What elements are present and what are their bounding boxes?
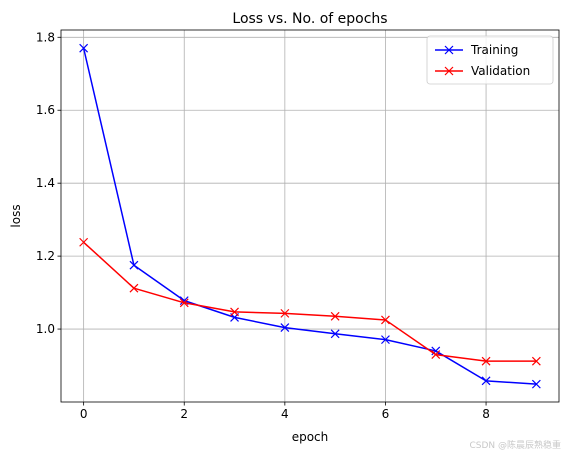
legend-item-validation: Validation (435, 64, 530, 78)
axis-ticks: 0 2 4 6 8 1.0 1.2 1.4 1.6 1.8 (36, 30, 490, 421)
validation-point (330, 311, 340, 321)
validation-point (431, 350, 441, 360)
training-line (82, 48, 537, 385)
training-point (381, 335, 390, 345)
chart-title: Loss vs. No. of epochs (232, 11, 387, 27)
y-axis-label: loss (9, 204, 23, 227)
training-point (481, 376, 491, 386)
marker-stroke (230, 307, 239, 317)
watermark-text: CSDN @陈晨辰熟稳重 (469, 441, 561, 451)
y-tick-label: 1.8 (36, 30, 55, 44)
marker-stroke (129, 260, 139, 270)
training-point (531, 379, 541, 389)
marker-stroke (381, 315, 390, 325)
validation-series (79, 237, 541, 366)
training-point (330, 329, 340, 339)
validation-point (531, 356, 541, 366)
marker-stroke (280, 308, 290, 318)
training-point (280, 323, 290, 333)
legend-label: Validation (471, 64, 530, 78)
legend-box (426, 35, 554, 85)
legend-item-training: Training (435, 43, 518, 57)
validation-point (481, 356, 491, 366)
x-tick-label: 2 (180, 407, 188, 421)
marker-stroke (179, 296, 189, 306)
y-tick-label: 1.6 (36, 103, 55, 117)
validation-point (179, 298, 189, 308)
marker-stroke (330, 311, 340, 321)
plot-frame (60, 29, 560, 403)
y-tick-label: 1.0 (36, 322, 55, 336)
x-axis-label: epoch (292, 430, 329, 444)
validation-point (230, 307, 239, 317)
x-tick-label: 0 (80, 407, 88, 421)
training-point (129, 260, 139, 270)
marker-stroke (129, 283, 139, 293)
marker-stroke (444, 45, 454, 55)
validation-point (79, 237, 89, 247)
legend-marker (444, 45, 454, 55)
marker-stroke (444, 66, 454, 76)
marker-stroke (79, 237, 89, 247)
marker-stroke (381, 335, 390, 345)
y-tick-label: 1.2 (36, 249, 55, 263)
validation-point (381, 315, 390, 325)
legend-marker (444, 66, 454, 76)
x-tick-label: 6 (382, 407, 390, 421)
marker-stroke (481, 376, 491, 386)
marker-stroke (481, 356, 491, 366)
legend: Training Validation (426, 35, 554, 85)
validation-point (129, 283, 139, 293)
x-tick-label: 4 (281, 407, 289, 421)
legend-label: Training (470, 43, 518, 57)
series-layer (79, 43, 541, 389)
validation-point (280, 308, 290, 318)
training-series (79, 43, 541, 389)
validation-line (83, 241, 537, 362)
training-point (79, 43, 89, 53)
marker-stroke (531, 356, 541, 366)
marker-stroke (431, 350, 441, 360)
marker-stroke (531, 379, 541, 389)
grid-lines (61, 30, 559, 402)
marker-stroke (280, 323, 290, 333)
x-tick-label: 8 (482, 407, 490, 421)
marker-stroke (179, 298, 189, 308)
y-tick-label: 1.4 (36, 176, 55, 190)
marker-stroke (79, 43, 89, 53)
marker-stroke (330, 329, 340, 339)
